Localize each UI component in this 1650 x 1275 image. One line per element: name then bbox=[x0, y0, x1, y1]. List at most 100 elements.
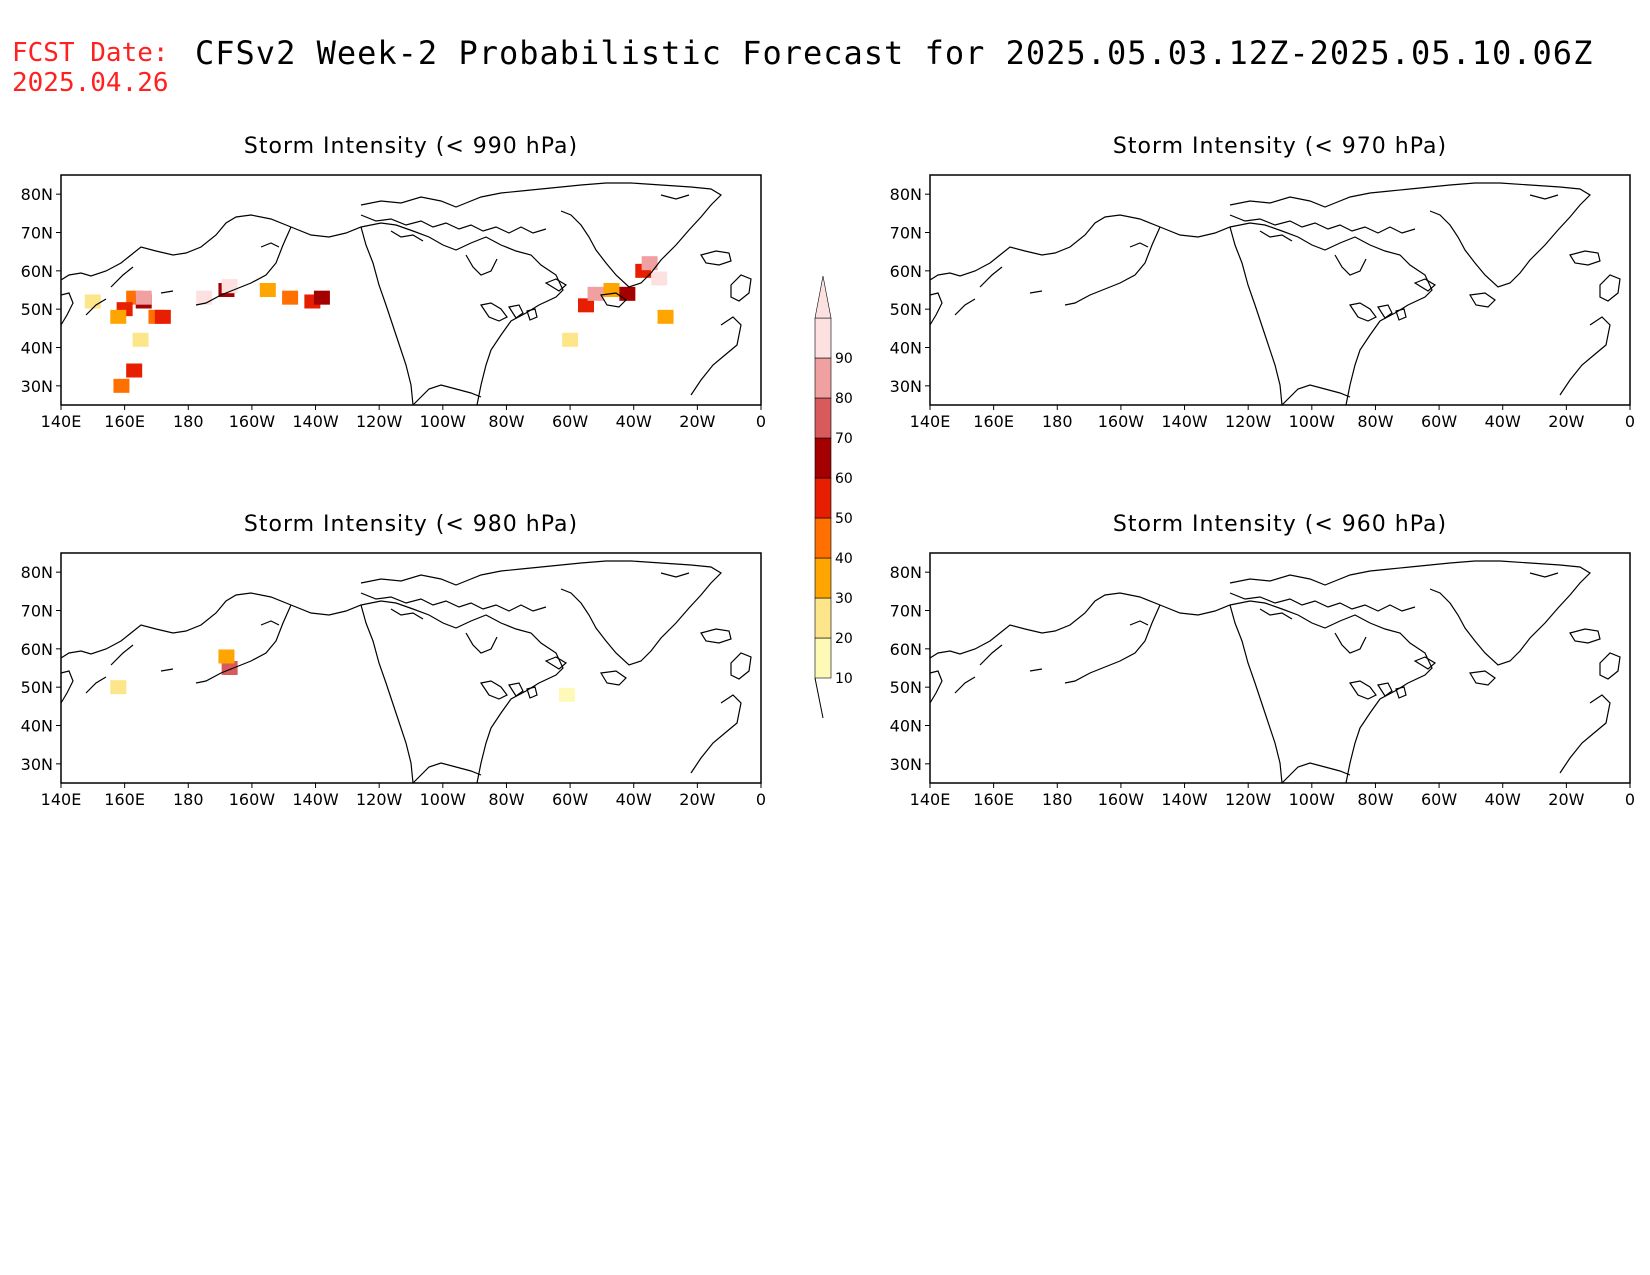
lon-tick-label: 140W bbox=[292, 412, 339, 431]
colorbar-swatch bbox=[814, 517, 832, 559]
map-frame bbox=[929, 174, 1631, 406]
map-frame bbox=[929, 552, 1631, 784]
probability-cell bbox=[558, 687, 575, 702]
colorbar-tick-label: 60 bbox=[835, 471, 853, 487]
panel-title: Storm Intensity (< 980 hPa) bbox=[244, 512, 578, 537]
colorbar-top-arrow bbox=[814, 275, 832, 319]
colorbar-tick-label: 10 bbox=[835, 671, 853, 687]
lat-tick-label: 80N bbox=[890, 185, 922, 204]
lon-tick-label: 140W bbox=[1161, 790, 1208, 809]
colorbar-tick-label: 30 bbox=[835, 591, 853, 607]
probability-cell bbox=[259, 283, 276, 297]
lon-tick-label: 120W bbox=[1225, 412, 1272, 431]
probability-cell bbox=[651, 271, 668, 286]
lon-tick-label: 60W bbox=[1421, 412, 1457, 431]
lat-tick-label: 50N bbox=[21, 300, 53, 319]
lon-tick-label: 20W bbox=[679, 790, 715, 809]
coastline bbox=[929, 182, 1621, 406]
lon-tick-label: 160W bbox=[1098, 790, 1145, 809]
coastline bbox=[60, 182, 752, 406]
lon-tick-label: 180 bbox=[1042, 790, 1073, 809]
probability-cell bbox=[84, 294, 101, 309]
lon-tick-label: 100W bbox=[420, 790, 467, 809]
lon-tick-label: 100W bbox=[1289, 790, 1336, 809]
lat-tick-label: 60N bbox=[21, 640, 53, 659]
lat-tick-label: 80N bbox=[890, 563, 922, 582]
probability-cell bbox=[126, 363, 143, 378]
colorbar: 10 20 30 40 50 60 70 80 90 bbox=[814, 275, 853, 719]
lon-tick-label: 180 bbox=[173, 412, 204, 431]
probability-cell bbox=[196, 290, 213, 305]
lon-tick-label: 60W bbox=[552, 790, 588, 809]
lon-tick-label: 160W bbox=[1098, 412, 1145, 431]
lat-tick-label: 60N bbox=[890, 262, 922, 281]
colorbar-swatch bbox=[814, 437, 832, 479]
lon-tick-label: 80W bbox=[488, 790, 524, 809]
lon-tick-label: 0 bbox=[756, 412, 766, 431]
colorbar-swatch bbox=[814, 317, 832, 359]
colorbar-swatch bbox=[814, 557, 832, 599]
lon-tick-label: 120W bbox=[356, 412, 403, 431]
map-frame bbox=[60, 552, 762, 784]
probability-cell bbox=[110, 309, 127, 324]
colorbar-swatch bbox=[814, 477, 832, 519]
colorbar-tick-label: 90 bbox=[835, 351, 853, 367]
map-frame bbox=[60, 174, 762, 406]
lat-tick-label: 30N bbox=[890, 377, 922, 396]
map-panel-p990: Storm Intensity (< 990 hPa) 140E 160E 180 16… bbox=[21, 134, 766, 431]
probability-cell bbox=[619, 286, 636, 301]
lat-tick-label: 40N bbox=[21, 717, 53, 736]
lon-tick-label: 140W bbox=[292, 790, 339, 809]
lat-tick-label: 40N bbox=[890, 339, 922, 358]
colorbar-tick-label: 70 bbox=[835, 431, 853, 447]
lon-tick-label: 20W bbox=[1548, 790, 1584, 809]
lon-tick-label: 100W bbox=[1289, 412, 1336, 431]
panel-title: Storm Intensity (< 960 hPa) bbox=[1113, 512, 1447, 537]
probability-cell bbox=[282, 290, 299, 305]
lon-tick-label: 140E bbox=[910, 412, 951, 431]
lon-tick-label: 40W bbox=[1485, 412, 1521, 431]
lat-tick-label: 30N bbox=[890, 755, 922, 774]
lat-tick-label: 30N bbox=[21, 377, 53, 396]
lat-tick-label: 30N bbox=[21, 755, 53, 774]
lat-tick-label: 40N bbox=[21, 339, 53, 358]
lon-tick-label: 40W bbox=[1485, 790, 1521, 809]
lon-tick-label: 60W bbox=[552, 412, 588, 431]
lon-tick-label: 160E bbox=[973, 412, 1014, 431]
lat-tick-label: 80N bbox=[21, 563, 53, 582]
probability-cell bbox=[587, 286, 604, 301]
lon-tick-label: 140W bbox=[1161, 412, 1208, 431]
probability-cell bbox=[154, 309, 171, 324]
lat-tick-label: 60N bbox=[21, 262, 53, 281]
lon-tick-label: 20W bbox=[1548, 412, 1584, 431]
lat-tick-label: 50N bbox=[890, 678, 922, 697]
lon-tick-label: 80W bbox=[1357, 790, 1393, 809]
lat-tick-label: 70N bbox=[21, 602, 53, 621]
lon-tick-label: 0 bbox=[1625, 790, 1635, 809]
page-title: CFSv2 Week-2 Probabilistic Forecast for … bbox=[195, 34, 1594, 72]
colorbar-tick-label: 50 bbox=[835, 511, 853, 527]
lon-tick-label: 80W bbox=[1357, 412, 1393, 431]
lat-tick-label: 40N bbox=[890, 717, 922, 736]
lat-tick-label: 70N bbox=[890, 602, 922, 621]
lat-tick-label: 80N bbox=[21, 185, 53, 204]
lon-tick-label: 160W bbox=[229, 412, 276, 431]
coastline bbox=[60, 560, 752, 784]
lon-tick-label: 80W bbox=[488, 412, 524, 431]
map-panel-p970: Storm Intensity (< 970 hPa) 140E 160E 180 16… bbox=[890, 134, 1635, 431]
lat-tick-label: 50N bbox=[21, 678, 53, 697]
colorbar-tick-label: 20 bbox=[835, 631, 853, 647]
colorbar-tick-label: 80 bbox=[835, 391, 853, 407]
lon-tick-label: 140E bbox=[910, 790, 951, 809]
panel-title: Storm Intensity (< 970 hPa) bbox=[1113, 134, 1447, 159]
colorbar-bottom-arrow bbox=[814, 677, 824, 719]
probability-cell bbox=[641, 256, 658, 271]
lon-tick-label: 0 bbox=[756, 790, 766, 809]
probability-cell bbox=[110, 680, 127, 695]
probability-cell bbox=[132, 332, 149, 347]
probability-cell bbox=[218, 649, 235, 664]
map-panel-p960: Storm Intensity (< 960 hPa) 140E 160E 180 16… bbox=[890, 512, 1635, 809]
lon-tick-label: 40W bbox=[616, 412, 652, 431]
colorbar-swatch bbox=[814, 357, 832, 399]
lon-tick-label: 120W bbox=[356, 790, 403, 809]
